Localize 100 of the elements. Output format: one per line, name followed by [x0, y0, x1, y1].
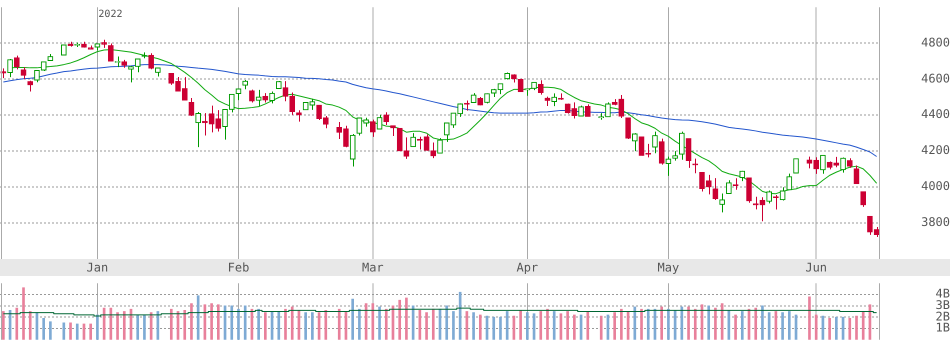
bar: [552, 311, 556, 340]
bar: [781, 312, 784, 340]
x-tick-label: Jun: [805, 260, 828, 274]
candlestick: [430, 142, 436, 159]
x-tick-label: Apr: [516, 260, 538, 274]
bar: [814, 314, 818, 340]
bar: [196, 295, 200, 340]
bar: [573, 314, 576, 340]
bar: [36, 312, 38, 340]
bar: [364, 303, 368, 340]
candlestick: [572, 102, 578, 120]
bar: [358, 308, 361, 340]
bar: [788, 311, 791, 340]
bar: [452, 311, 455, 340]
bar: [862, 311, 865, 340]
bar: [122, 311, 126, 340]
bar: [28, 311, 32, 340]
y-tick-label: 3800: [921, 215, 950, 230]
bar: [324, 310, 328, 340]
candlestick: [692, 158, 698, 174]
bar: [768, 312, 770, 340]
bar: [318, 312, 320, 340]
bar: [687, 306, 690, 340]
candlestick: [195, 112, 201, 148]
bar: [89, 324, 92, 340]
candlestick: [551, 92, 558, 107]
x-tick-label: Mar: [362, 260, 384, 274]
bar: [384, 308, 388, 340]
bar: [734, 314, 737, 340]
candlestick: [840, 157, 846, 174]
bar: [654, 308, 656, 340]
bar: [230, 306, 234, 340]
bar: [714, 308, 717, 340]
bar: [532, 313, 536, 340]
bar: [506, 311, 509, 340]
bar: [868, 304, 872, 340]
bar: [855, 316, 858, 340]
y-tick-label: 4200: [921, 143, 950, 158]
bar: [398, 300, 402, 340]
y-tick-label: 4000: [921, 179, 950, 194]
bar: [116, 312, 119, 340]
bar: [848, 318, 852, 340]
bar: [606, 314, 610, 340]
candlestick: [60, 44, 67, 56]
bar: [338, 308, 341, 340]
bar: [270, 311, 274, 340]
candlestick: [578, 105, 584, 117]
bar: [290, 306, 294, 340]
bar: [466, 311, 468, 340]
candlestick: [20, 66, 26, 80]
bar: [566, 311, 569, 340]
bar: [640, 308, 643, 340]
bar: [76, 324, 79, 340]
bar: [835, 316, 838, 340]
bar: [680, 306, 684, 340]
bar: [761, 306, 764, 340]
candlestick: [854, 164, 860, 184]
bar: [707, 306, 710, 340]
candlestick: [262, 92, 268, 104]
bar: [586, 311, 590, 340]
candlestick: [256, 89, 262, 106]
x-tick-label: Feb: [228, 260, 250, 274]
candlestick: [249, 89, 255, 104]
bar: [405, 298, 408, 340]
candlestick: [786, 173, 792, 190]
candlestick: [584, 104, 591, 118]
bar: [156, 311, 160, 340]
candlestick: [632, 132, 638, 152]
bar: [512, 316, 516, 340]
candlestick: [296, 110, 302, 122]
bar: [492, 316, 496, 340]
candlestick: [350, 134, 356, 168]
bar: [298, 310, 300, 340]
candlestick: [108, 43, 114, 62]
bar: [170, 308, 173, 340]
bar: [42, 318, 45, 340]
candlestick: [719, 193, 725, 213]
bar: [224, 306, 226, 340]
candlestick: [658, 138, 665, 166]
bar: [667, 308, 670, 340]
candlestick: [7, 58, 13, 78]
x-tick-label: Jan: [86, 260, 108, 274]
bar: [250, 308, 254, 340]
bar: [257, 308, 260, 340]
bar: [344, 311, 348, 340]
bar: [8, 310, 12, 340]
bar: [264, 312, 267, 340]
bar: [392, 306, 394, 340]
candlestick: [470, 92, 476, 104]
candlestick: [188, 98, 194, 117]
candlestick: [410, 132, 416, 148]
bar: [237, 308, 240, 340]
bar: [539, 311, 542, 340]
candlestick: [14, 55, 20, 70]
bar: [244, 306, 247, 340]
candlestick: [652, 131, 658, 154]
candlestick: [712, 178, 718, 201]
y-tick-label: 4400: [921, 107, 950, 122]
bar: [472, 312, 475, 340]
bar: [808, 296, 811, 340]
